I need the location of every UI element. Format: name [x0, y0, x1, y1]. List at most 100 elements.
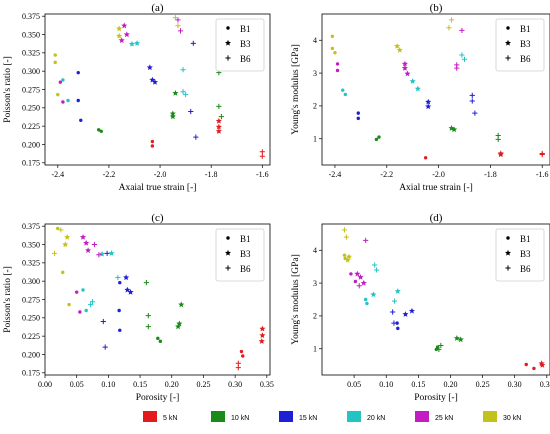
legend-marker	[506, 26, 510, 30]
x-tick-label: 0.15	[411, 380, 425, 389]
x-tick-label: 0.00	[38, 380, 52, 389]
data-point	[469, 98, 475, 104]
legend-label: B6	[520, 264, 531, 274]
y-tick-label: 0.275	[22, 295, 40, 304]
data-point	[374, 137, 379, 142]
color-swatch	[211, 411, 225, 422]
y-tick-label: 0.350	[22, 30, 40, 39]
panel-2: (c) 0.00 0.05 0.10 0.15 0.20 0.25 0.30 0.35 0.175…	[3, 212, 274, 403]
x-tick-label: -1.6	[256, 170, 269, 179]
y-tick-label: 0.175	[22, 369, 40, 378]
y-tick-label: 0.300	[22, 67, 40, 76]
data-point	[330, 46, 335, 51]
data-point	[469, 92, 475, 99]
color-swatch	[483, 411, 497, 422]
data-point	[172, 89, 179, 96]
data-point	[239, 349, 244, 354]
data-point	[335, 68, 340, 73]
legend-marker	[504, 39, 512, 46]
y-tick-label: 2	[313, 102, 317, 111]
data-point	[343, 234, 350, 240]
panel-label: (a)	[151, 2, 164, 14]
data-point	[335, 62, 340, 66]
x-tick-label: -1.6	[536, 170, 549, 179]
data-point	[438, 342, 444, 349]
data-point	[116, 25, 123, 32]
data-point	[150, 139, 155, 144]
data-point	[121, 22, 128, 29]
x-tick-label: 0.05	[347, 380, 361, 389]
y-tick-label: 2	[313, 312, 317, 321]
data-point	[377, 135, 381, 139]
data-point	[370, 291, 377, 298]
data-point	[178, 301, 185, 308]
data-point	[127, 288, 134, 295]
data-point	[76, 98, 80, 103]
data-point	[341, 88, 345, 92]
data-point	[118, 37, 125, 43]
data-point	[150, 144, 155, 148]
y-tick-label: 1	[313, 345, 317, 354]
data-point	[390, 309, 396, 315]
data-point	[454, 65, 460, 71]
data-point	[349, 272, 353, 276]
data-point	[99, 129, 103, 133]
data-point	[259, 153, 265, 159]
legend-label: B1	[240, 24, 251, 34]
data-point	[116, 32, 123, 39]
y-tick-label: 0.375	[22, 12, 40, 21]
data-point	[118, 328, 122, 332]
data-point	[259, 332, 266, 339]
data-point	[356, 116, 360, 121]
legend-marker	[225, 55, 231, 61]
data-point	[177, 28, 184, 34]
x-tick-label: -2.4	[329, 170, 342, 179]
panel-label: (d)	[430, 212, 443, 224]
data-point	[330, 34, 335, 39]
data-point	[333, 51, 337, 55]
data-point	[91, 241, 98, 248]
legend-marker	[504, 249, 512, 256]
data-point	[436, 346, 442, 352]
data-point	[83, 239, 90, 246]
x-tick-label: 0.35	[260, 380, 274, 389]
y-tick-label: 0.350	[22, 240, 40, 249]
data-point	[446, 25, 452, 31]
data-point	[363, 237, 369, 244]
marker-legend: B1 B3 B6	[495, 18, 545, 72]
legend-label: B1	[520, 24, 531, 34]
data-point	[451, 126, 458, 133]
y-tick-label: 0.250	[22, 314, 40, 323]
data-point	[53, 60, 57, 65]
data-point	[158, 339, 163, 343]
legend-label: B6	[240, 54, 251, 64]
legend-label: B6	[240, 264, 251, 274]
data-point	[61, 270, 65, 275]
data-point	[363, 297, 368, 302]
color-legend-label: 30 kN	[503, 415, 521, 422]
data-point	[188, 108, 194, 115]
x-tick-label: 0.35	[540, 380, 550, 389]
data-point	[394, 42, 401, 49]
data-point	[89, 299, 96, 305]
y-tick-label: 3	[313, 69, 317, 78]
data-point	[395, 321, 399, 325]
data-point	[539, 361, 546, 368]
data-point	[344, 256, 351, 263]
color-legend: 5 kN 10 kN 15 kN 20 kN 25 kN 30 kN	[143, 411, 521, 422]
data-point	[259, 325, 266, 332]
data-point	[459, 52, 465, 58]
data-point	[108, 250, 115, 256]
data-point	[96, 128, 101, 132]
data-point	[123, 31, 130, 38]
data-point	[145, 313, 151, 319]
data-point	[423, 156, 428, 160]
legend-marker	[505, 265, 511, 271]
data-point	[235, 365, 241, 371]
data-point	[84, 308, 88, 313]
data-point	[85, 247, 92, 253]
legend-marker	[226, 236, 230, 240]
legend-marker	[224, 39, 232, 46]
y-tick-label: 0.250	[22, 104, 40, 113]
data-point	[404, 70, 411, 77]
